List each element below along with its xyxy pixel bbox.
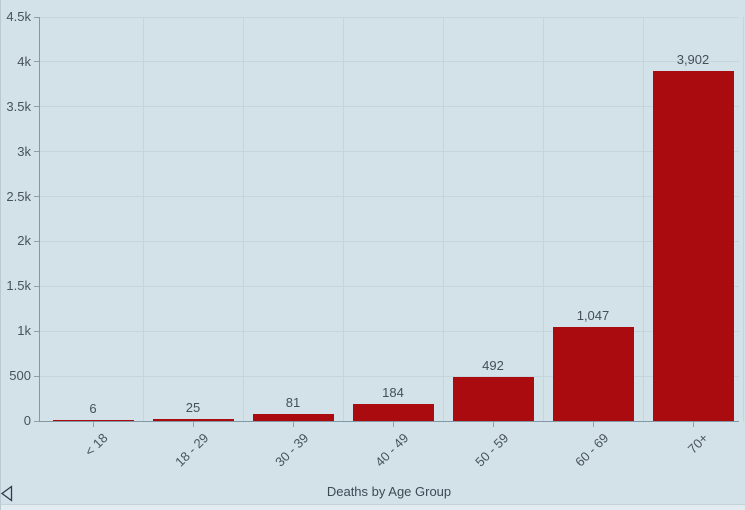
footer-divider (1, 504, 745, 505)
x-axis-tick (593, 422, 594, 427)
y-tick-label: 4.5k (6, 9, 31, 24)
y-tick-label: 2.5k (6, 188, 31, 204)
gridline-horizontal (39, 240, 739, 242)
x-axis-line (39, 421, 739, 422)
gridline-vertical (343, 17, 344, 421)
collapse-left-icon[interactable] (0, 485, 14, 502)
y-axis-tick (34, 240, 39, 242)
footer-strip (1, 505, 745, 510)
bar-value-label: 6 (89, 400, 97, 416)
y-tick-label: 4k (17, 53, 31, 69)
gridline-vertical (543, 17, 544, 421)
bar[interactable] (352, 404, 434, 421)
gridline-horizontal (39, 285, 739, 287)
x-tick-label: 40 - 49 (371, 430, 411, 470)
gridline-horizontal (39, 106, 739, 108)
y-axis-tick (34, 196, 39, 198)
gridline-vertical (643, 17, 644, 421)
x-tick-label: 60 - 69 (571, 430, 611, 470)
x-axis-tick (93, 422, 94, 427)
y-tick-label: 3k (17, 143, 31, 159)
gridline-horizontal (39, 196, 739, 198)
gridline-horizontal (39, 16, 739, 18)
bar[interactable] (552, 327, 634, 421)
y-tick-label: 500 (9, 368, 31, 384)
x-tick-label: < 18 (82, 430, 111, 460)
x-axis-tick (493, 422, 494, 427)
gridline-horizontal (39, 61, 739, 63)
x-axis-tick (193, 422, 194, 427)
bar-value-label: 3,902 (676, 51, 710, 67)
gridline-horizontal (39, 330, 739, 332)
bar-value-label: 184 (382, 385, 404, 401)
x-axis-title: Deaths by Age Group (326, 484, 452, 499)
y-tick-label: 1k (17, 323, 31, 339)
y-tick-label: 2k (17, 233, 31, 249)
gridline-vertical (243, 17, 244, 421)
y-axis-tick (34, 61, 39, 63)
gridline-vertical (743, 17, 744, 421)
bar[interactable] (452, 376, 534, 421)
y-axis-tick (34, 420, 39, 422)
bar-value-label: 81 (285, 394, 301, 410)
gridline-vertical (143, 17, 144, 421)
x-axis-tick (393, 422, 394, 427)
x-tick-label: 70+ (684, 430, 711, 457)
x-tick-label: 30 - 39 (271, 430, 311, 470)
bar[interactable] (652, 70, 734, 421)
gridline-horizontal (39, 375, 739, 377)
gridline-vertical (443, 17, 444, 421)
y-axis-tick (34, 285, 39, 287)
y-axis-tick (34, 16, 39, 18)
y-tick-label: 0 (23, 413, 31, 428)
gridline-horizontal (39, 151, 739, 153)
y-tick-label: 1.5k (6, 278, 31, 294)
bar-value-label: 25 (185, 399, 201, 415)
bar[interactable] (52, 419, 134, 421)
y-axis-tick (34, 106, 39, 108)
y-axis-tick (34, 330, 39, 332)
x-tick-label: 18 - 29 (171, 430, 211, 470)
bar-value-label: 1,047 (576, 308, 610, 323)
y-axis-tick (34, 151, 39, 153)
y-axis-line (39, 17, 40, 421)
y-tick-label: 3.5k (6, 98, 31, 114)
bar[interactable] (152, 418, 234, 421)
bar[interactable] (252, 413, 334, 421)
bar-value-label: 492 (482, 357, 504, 373)
y-axis-tick (34, 375, 39, 377)
x-tick-label: 50 - 59 (471, 430, 511, 470)
x-axis-tick (293, 422, 294, 427)
x-axis-tick (693, 422, 694, 427)
